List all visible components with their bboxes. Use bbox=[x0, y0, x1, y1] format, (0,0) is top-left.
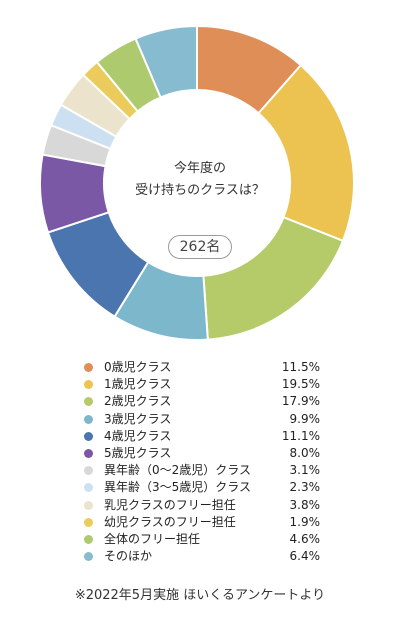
legend-item: 5歳児クラス 8.0% bbox=[80, 445, 360, 462]
legend-value: 17.9% bbox=[281, 394, 320, 409]
legend-value: 4.6% bbox=[289, 531, 321, 546]
legend-swatch bbox=[84, 534, 93, 544]
legend-item: そのほか 6.4% bbox=[80, 548, 360, 565]
legend-label: 5歳児クラス bbox=[104, 445, 172, 460]
legend-value: 3.8% bbox=[289, 497, 321, 512]
legend-value: 1.9% bbox=[289, 514, 321, 529]
legend-value: 3.1% bbox=[289, 463, 321, 478]
legend-swatch bbox=[84, 552, 93, 562]
legend-label: 2歳児クラス bbox=[104, 394, 172, 409]
donut-slice-11 bbox=[134, 24, 198, 99]
total-respondents-badge: 262名 bbox=[168, 235, 232, 259]
legend-item: 1歳児クラス 19.5% bbox=[80, 376, 360, 393]
legend-item: 異年齢（0〜2歳児）クラス 3.1% bbox=[80, 462, 360, 479]
legend-swatch bbox=[84, 448, 93, 458]
legend-value: 2.3% bbox=[289, 480, 321, 495]
legend-value: 6.4% bbox=[289, 549, 321, 564]
legend-label: 乳児クラスのフリー担任 bbox=[104, 497, 236, 512]
legend-label: 3歳児クラス bbox=[104, 411, 172, 426]
legend-value: 19.5% bbox=[281, 377, 320, 392]
chart-title-line-1: 今年度の bbox=[173, 161, 226, 176]
legend-label: 全体のフリー担任 bbox=[104, 531, 201, 546]
legend-swatch bbox=[84, 466, 93, 476]
legend-value: 11.5% bbox=[281, 360, 320, 374]
legend-swatch bbox=[84, 517, 93, 527]
legend-swatch bbox=[84, 363, 93, 372]
legend-item: 4歳児クラス 11.1% bbox=[80, 428, 360, 445]
legend-item: 異年齢（3〜5歳児）クラス 2.3% bbox=[80, 479, 360, 496]
legend-value: 11.1% bbox=[281, 428, 320, 443]
legend-label: 異年齢（0〜2歳児）クラス bbox=[104, 463, 252, 478]
legend-label: 異年齢（3〜5歳児）クラス bbox=[104, 480, 252, 495]
legend-label: 4歳児クラス bbox=[104, 428, 172, 443]
legend-item: 0歳児クラス 11.5% bbox=[80, 359, 360, 376]
legend-item: 幼児クラスのフリー担任 1.9% bbox=[80, 514, 360, 531]
legend-value: 9.9% bbox=[289, 411, 321, 426]
legend-label: そのほか bbox=[104, 549, 153, 564]
legend-item: 乳児クラスのフリー担任 3.8% bbox=[80, 497, 360, 514]
legend-swatch bbox=[84, 397, 93, 407]
legend-item: 全体のフリー担任 4.6% bbox=[80, 531, 360, 548]
legend-swatch bbox=[84, 380, 93, 390]
legend-item: 2歳児クラス 17.9% bbox=[80, 393, 360, 410]
chart-title: 今年度の 受け持ちのクラスは？ bbox=[100, 158, 300, 202]
legend-swatch bbox=[84, 483, 93, 493]
legend-item: 3歳児クラス 9.9% bbox=[80, 411, 360, 428]
source-footnote: ※2022年5月実施 ほいくるアンケートより bbox=[74, 588, 326, 603]
legend: 0歳児クラス 11.5% 1歳児クラス 19.5% 2歳児クラス 17.9% 3歳児クラス 9… bbox=[80, 359, 360, 565]
chart-title-line-2: 受け持ちのクラスは？ bbox=[135, 183, 265, 198]
legend-swatch bbox=[84, 500, 93, 510]
legend-label: 幼児クラスのフリー担任 bbox=[104, 514, 236, 529]
legend-swatch bbox=[84, 414, 93, 424]
legend-label: 0歳児クラス bbox=[104, 360, 172, 374]
legend-label: 1歳児クラス bbox=[104, 377, 172, 392]
legend-value: 8.0% bbox=[289, 445, 321, 460]
legend-swatch bbox=[84, 431, 93, 441]
